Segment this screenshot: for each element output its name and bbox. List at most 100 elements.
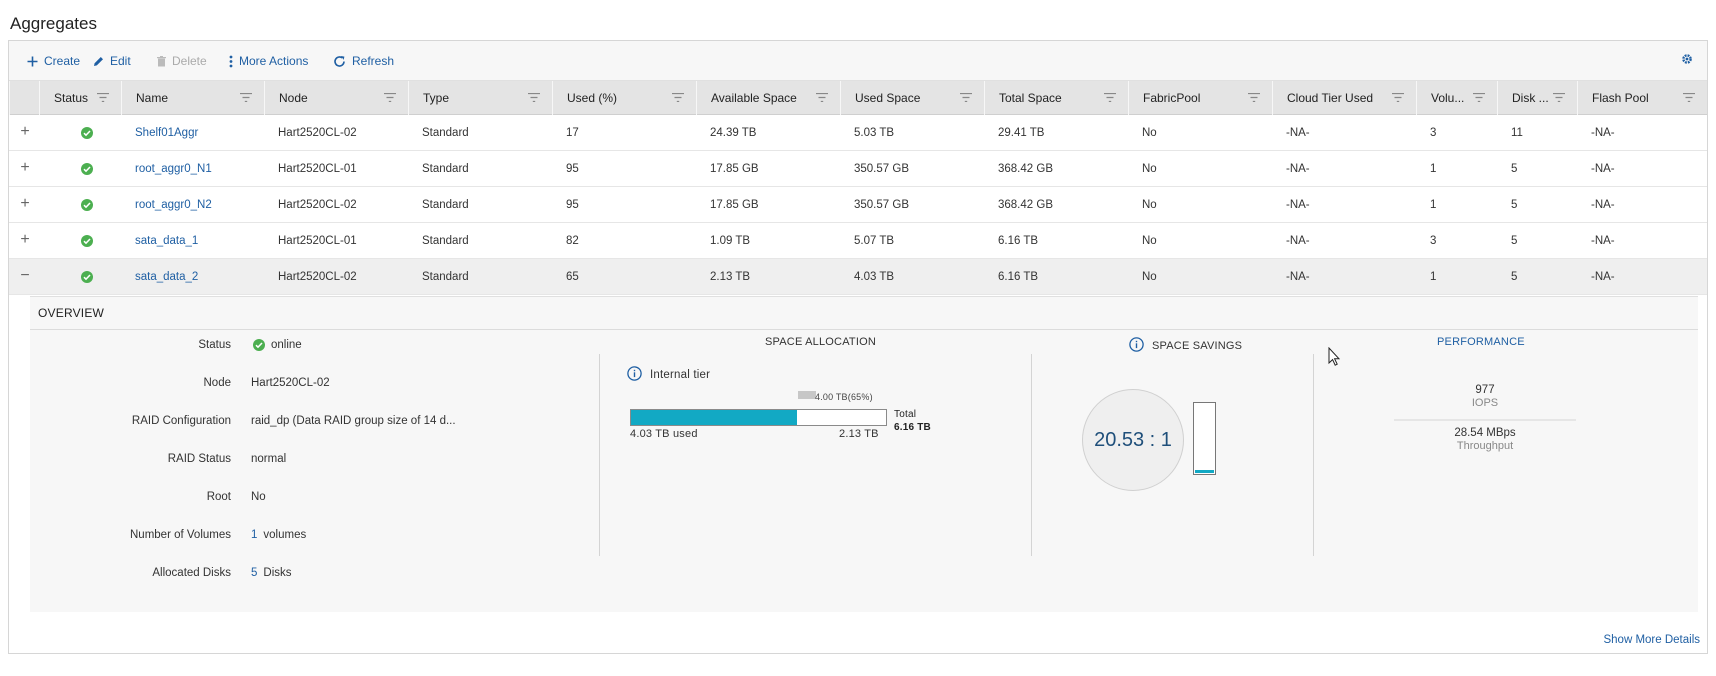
cell-cloud-tier: -NA- [1286,271,1310,283]
cell-node: Hart2520CL-02 [278,199,357,211]
header-volumes[interactable]: Volu... [1416,81,1497,115]
root-value: No [251,491,266,503]
filter-icon[interactable] [384,93,396,102]
delete-label: Delete [172,54,207,68]
table-row[interactable]: + Shelf01Aggr Hart2520CL-02 Standard 17 … [9,115,1707,151]
table-row[interactable]: + root_aggr0_N2 Hart2520CL-02 Standard 9… [9,187,1707,223]
disks-count-link[interactable]: 5 [251,567,258,579]
cell-volumes: 1 [1430,163,1437,175]
cell-type: Standard [422,127,469,139]
settings-button[interactable] [1681,53,1693,68]
cell-available: 17.85 GB [710,163,759,175]
expand-row-button[interactable]: + [20,159,30,176]
volumes-label: Number of Volumes [130,529,231,541]
filter-icon[interactable] [1248,93,1260,102]
aggregate-name-link[interactable]: sata_data_2 [135,271,199,283]
aggregate-name-link[interactable]: Shelf01Aggr [135,127,199,139]
toolbar: Create Edit Delete More Actions Refresh [9,41,1707,81]
cell-total: 368.42 GB [998,163,1053,175]
header-used-pct[interactable]: Used (%) [552,81,696,115]
edit-label: Edit [110,54,131,68]
header-available-space[interactable]: Available Space [696,81,840,115]
header-expander [9,81,39,115]
status-label: Status [198,339,231,351]
table-row[interactable]: + root_aggr0_N1 Hart2520CL-01 Standard 9… [9,151,1707,187]
more-actions-label: More Actions [239,54,309,68]
cell-available: 2.13 TB [710,271,751,283]
check-circle-icon [81,163,93,175]
more-actions-button[interactable]: More Actions [229,52,308,70]
header-node[interactable]: Node [264,81,408,115]
check-circle-icon [81,199,93,211]
header-total-space[interactable]: Total Space [984,81,1128,115]
filter-icon[interactable] [1473,93,1485,102]
gear-icon [1682,54,1692,64]
cell-available: 1.09 TB [710,235,751,247]
refresh-button[interactable]: Refresh [333,52,394,70]
header-fabricpool[interactable]: FabricPool [1128,81,1272,115]
create-button[interactable]: Create [27,52,80,70]
info-icon[interactable] [627,366,642,381]
aggregate-name-link[interactable]: root_aggr0_N1 [135,163,212,175]
savings-bar [1193,402,1216,475]
header-status[interactable]: Status [39,81,121,115]
filter-icon[interactable] [960,93,972,102]
collapse-row-button[interactable]: − [20,267,30,284]
cell-used: 5.03 TB [854,127,895,139]
disks-unit: Disks [263,567,292,579]
info-icon[interactable] [1129,337,1144,352]
check-circle-icon [81,235,93,247]
available-label: 2.13 TB [839,428,879,440]
header-name[interactable]: Name [121,81,264,115]
cell-flash-pool: -NA- [1591,199,1615,211]
delete-button[interactable]: Delete [157,52,207,70]
cell-total: 368.42 GB [998,199,1053,211]
filter-icon[interactable] [816,93,828,102]
table-row[interactable]: + sata_data_1 Hart2520CL-01 Standard 82 … [9,223,1707,259]
divider [1313,354,1314,556]
filter-icon[interactable] [528,93,540,102]
filter-icon[interactable] [1553,93,1565,102]
cell-cloud-tier: -NA- [1286,163,1310,175]
volumes-count-link[interactable]: 1 [251,529,258,541]
space-savings-title: SPACE SAVINGS [1152,340,1243,352]
show-more-details-link[interactable]: Show More Details [1603,634,1700,646]
cell-volumes: 1 [1430,271,1437,283]
cell-node: Hart2520CL-01 [278,235,357,247]
cell-fabricpool: No [1142,199,1157,211]
plus-icon [27,56,38,66]
cell-disks: 5 [1511,199,1518,211]
cell-type: Standard [422,163,469,175]
expand-row-button[interactable]: + [20,195,30,212]
filter-icon[interactable] [1683,93,1695,102]
aggregate-name-link[interactable]: root_aggr0_N2 [135,199,212,211]
edit-button[interactable]: Edit [93,52,131,70]
cell-total: 6.16 TB [998,235,1039,247]
header-disks[interactable]: Disk ... [1497,81,1577,115]
throughput-value: 28.54 MBps [1454,427,1516,439]
table-row[interactable]: − sata_data_2 Hart2520CL-02 Standard 65 … [9,259,1707,295]
cell-used-pct: 17 [566,127,579,139]
aggregate-name-link[interactable]: sata_data_1 [135,235,199,247]
divider [1394,419,1576,421]
expand-row-button[interactable]: + [20,123,30,140]
internal-tier-label: Internal tier [650,369,711,381]
filter-icon[interactable] [240,93,252,102]
filter-icon[interactable] [1104,93,1116,102]
filter-icon[interactable] [97,93,109,102]
expand-row-button[interactable]: + [20,231,30,248]
cell-flash-pool: -NA- [1591,271,1615,283]
cell-available: 24.39 TB [710,127,757,139]
status-value: online [253,339,302,351]
cell-used: 5.07 TB [854,235,895,247]
cell-disks: 5 [1511,163,1518,175]
header-type[interactable]: Type [408,81,552,115]
header-used-space[interactable]: Used Space [840,81,984,115]
filter-icon[interactable] [672,93,684,102]
performance-link[interactable]: PERFORMANCE [1437,336,1525,348]
savings-fill [1195,470,1214,473]
filter-icon[interactable] [1392,93,1404,102]
header-flash-pool[interactable]: Flash Pool [1577,81,1707,115]
header-cloud-tier-used[interactable]: Cloud Tier Used [1272,81,1416,115]
row-detail-panel: OVERVIEW [30,296,1698,612]
